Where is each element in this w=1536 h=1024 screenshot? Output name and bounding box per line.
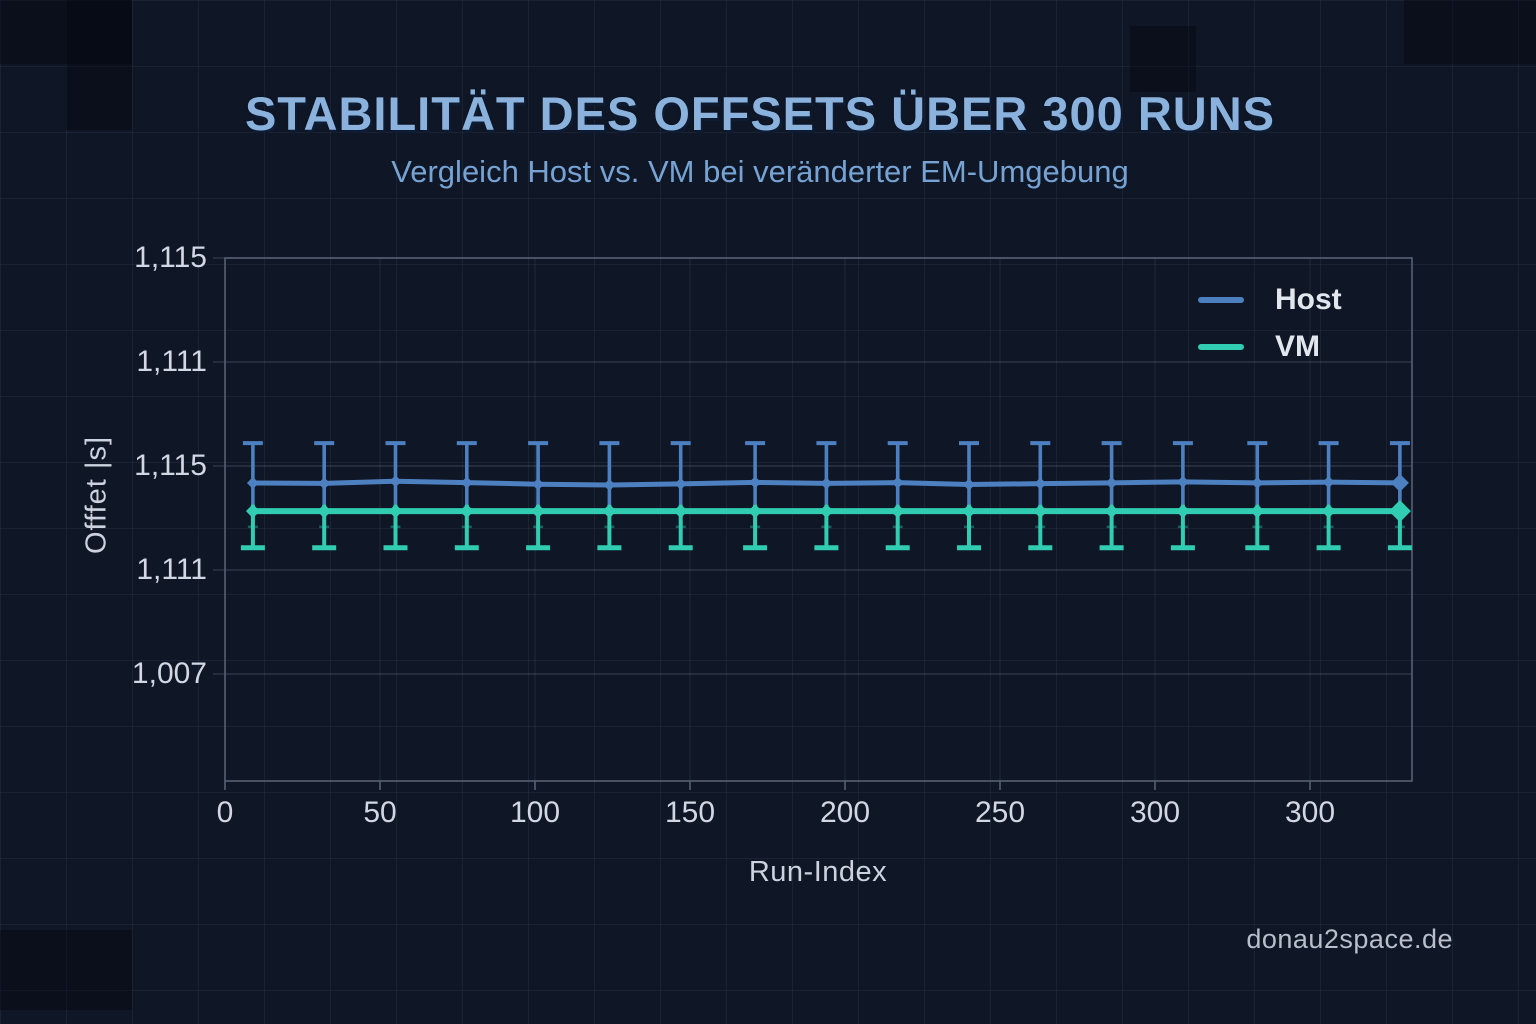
legend-swatch-host — [1198, 297, 1244, 303]
host-markers — [246, 473, 1409, 492]
y-tick-label-1: 1,111 — [136, 345, 207, 378]
x-axis-title: Run-Index — [748, 856, 888, 888]
y-tick-label-4: 1,007 — [131, 657, 207, 690]
legend: Host VM — [1198, 283, 1342, 377]
legend-swatch-vm — [1198, 344, 1244, 350]
axis-ticks — [224, 781, 1311, 790]
legend-item-vm: VM — [1198, 330, 1342, 364]
x-tick-label-5: 250 — [974, 796, 1026, 829]
watermark: donau2space.de — [1246, 924, 1453, 954]
chart-subtitle: Vergleich Host vs. VM bei veränderter EM… — [391, 154, 1129, 189]
legend-label-vm: VM — [1275, 330, 1320, 363]
chart-title: STABILITÄT DES OFFSETS ÜBER 300 RUNS — [244, 87, 1276, 140]
background-texture-patch — [1130, 26, 1196, 92]
vm-markers — [245, 500, 1411, 523]
legend-item-host: Host — [1198, 283, 1342, 317]
y-axis-title: Offfet |s] — [80, 435, 113, 555]
x-tick-label-0: 0 — [216, 796, 234, 829]
background-texture-patch — [66, 0, 132, 130]
background-texture-patch — [1404, 0, 1536, 64]
y-tick-label-0: 1,115 — [134, 241, 207, 274]
x-tick-label-7: 300 — [1284, 796, 1336, 829]
background-texture-patch — [0, 930, 132, 1010]
host-error-bars — [242, 441, 1410, 516]
y-tick-label-2: 1,115 — [134, 449, 207, 482]
x-tick-label-3: 150 — [664, 796, 716, 829]
background-texture-patch — [0, 0, 132, 64]
legend-label-host: Host — [1275, 283, 1342, 316]
x-tick-label-1: 50 — [363, 796, 397, 829]
x-tick-label-4: 200 — [819, 796, 871, 829]
plot-frame — [224, 257, 1413, 782]
x-tick-label-2: 100 — [509, 796, 561, 829]
x-tick-label-6: 300 — [1129, 796, 1181, 829]
y-tick-label-3: 1,111 — [136, 553, 207, 586]
